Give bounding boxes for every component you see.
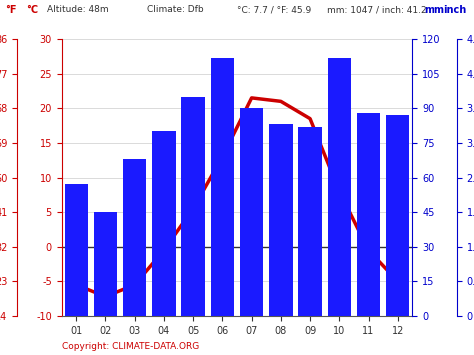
Bar bbox=[210, 58, 234, 316]
Text: Climate: Dfb: Climate: Dfb bbox=[147, 5, 203, 14]
Bar bbox=[152, 131, 175, 316]
Text: inch: inch bbox=[443, 5, 466, 15]
Text: °C: 7.7 / °F: 45.9: °C: 7.7 / °F: 45.9 bbox=[237, 5, 311, 14]
Text: °F: °F bbox=[5, 5, 16, 15]
Text: °C: °C bbox=[26, 5, 38, 15]
Text: Altitude: 48m: Altitude: 48m bbox=[47, 5, 109, 14]
Bar bbox=[298, 127, 322, 316]
Bar bbox=[328, 58, 351, 316]
Bar bbox=[64, 185, 88, 316]
Bar bbox=[123, 159, 146, 316]
Bar bbox=[269, 125, 292, 316]
Text: mm: 1047 / inch: 41.2: mm: 1047 / inch: 41.2 bbox=[327, 5, 427, 14]
Text: mm: mm bbox=[424, 5, 444, 15]
Text: Copyright: CLIMATE-DATA.ORG: Copyright: CLIMATE-DATA.ORG bbox=[62, 343, 199, 351]
Bar bbox=[94, 212, 117, 316]
Bar bbox=[182, 97, 205, 316]
Bar bbox=[386, 115, 410, 316]
Bar bbox=[357, 113, 380, 316]
Bar bbox=[240, 108, 263, 316]
